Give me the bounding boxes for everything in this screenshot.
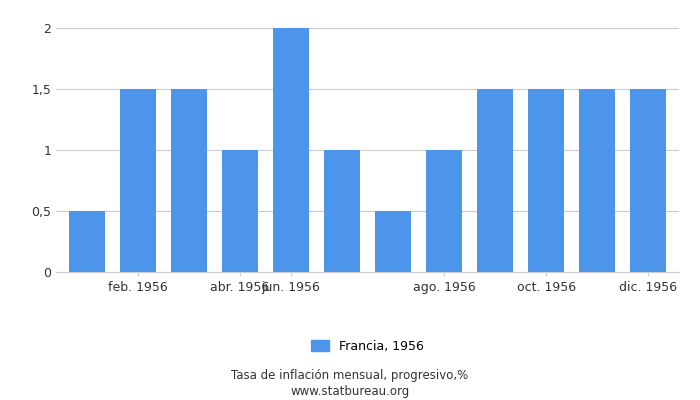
Bar xyxy=(580,89,615,272)
Bar xyxy=(631,89,666,272)
Legend: Francia, 1956: Francia, 1956 xyxy=(306,334,429,358)
Bar xyxy=(426,150,462,272)
Bar xyxy=(120,89,155,272)
Bar xyxy=(528,89,564,272)
Bar xyxy=(477,89,513,272)
Bar xyxy=(324,150,360,272)
Text: Tasa de inflación mensual, progresivo,%: Tasa de inflación mensual, progresivo,% xyxy=(232,370,468,382)
Text: www.statbureau.org: www.statbureau.org xyxy=(290,386,410,398)
Bar xyxy=(69,211,104,272)
Bar xyxy=(171,89,206,272)
Bar xyxy=(273,28,309,272)
Bar xyxy=(222,150,258,272)
Bar xyxy=(375,211,411,272)
